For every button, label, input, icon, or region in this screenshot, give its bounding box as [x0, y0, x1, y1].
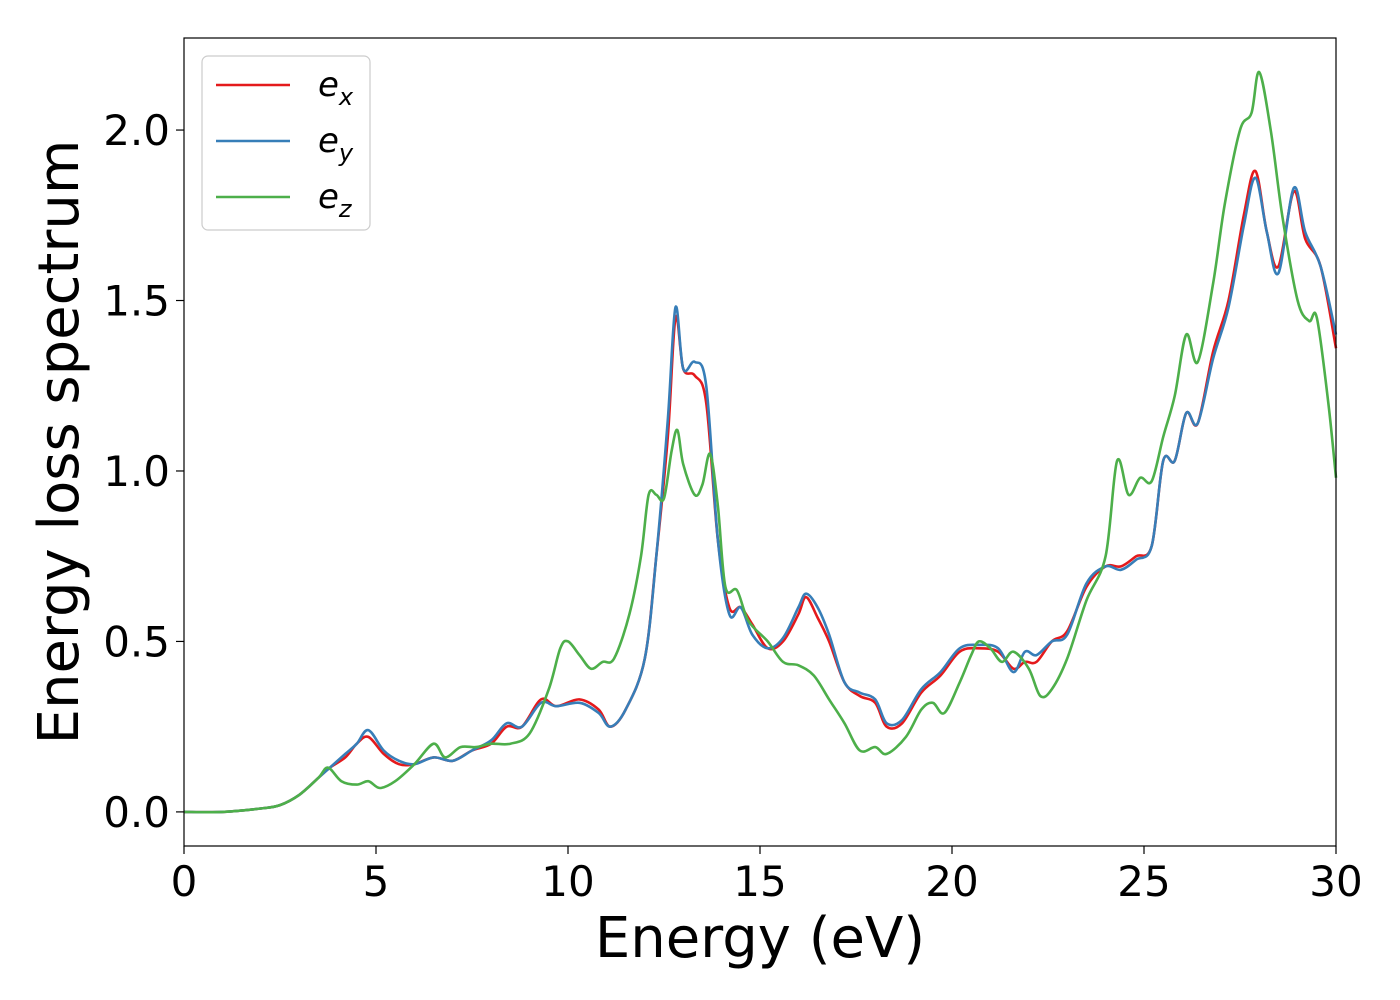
x-tick-label: 30 [1309, 857, 1362, 906]
legend-label-ey: ey [318, 121, 354, 167]
x-tick-label: 0 [171, 857, 198, 906]
y-tick-label: 0.5 [103, 617, 170, 666]
y-axis-label: Energy loss spectrum [27, 140, 92, 745]
legend-label-ex: ex [318, 65, 354, 111]
x-axis-label: Energy (eV) [595, 906, 925, 971]
y-tick-label: 2.0 [103, 106, 170, 155]
x-axis: 0 5 10 15 20 25 30 [171, 846, 1363, 906]
legend: ex ey ez [201, 55, 371, 231]
legend-box [201, 55, 371, 231]
x-tick-label: 20 [925, 857, 978, 906]
y-axis: 0.0 0.5 1.0 1.5 2.0 [103, 106, 184, 837]
series-line-ex [183, 169, 1338, 814]
y-tick-label: 1.5 [103, 277, 170, 326]
x-tick-label: 25 [1117, 857, 1170, 906]
y-tick-label: 0.0 [103, 788, 170, 837]
plot-area [183, 70, 1338, 814]
x-tick-label: 5 [363, 857, 390, 906]
series-line-ez [183, 70, 1338, 814]
y-tick-label: 1.0 [103, 447, 170, 496]
x-tick-label: 10 [541, 857, 594, 906]
series-line-ey [183, 176, 1338, 814]
x-tick-label: 15 [733, 857, 786, 906]
legend-label-ez: ez [318, 177, 353, 223]
